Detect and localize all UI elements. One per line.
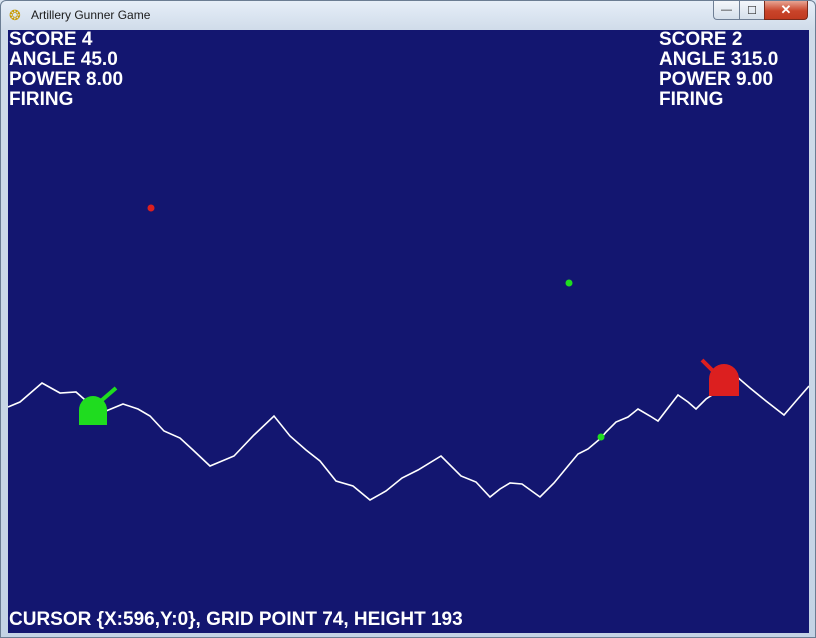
left-tank-body — [79, 396, 107, 425]
left-score: SCORE 4 — [9, 30, 93, 50]
right-player-hud: SCORE 2 ANGLE 315.0 POWER 9.00 FIRING — [659, 30, 778, 110]
left-power: POWER 8.00 — [9, 69, 124, 90]
maximize-button[interactable]: ☐ — [739, 1, 764, 20]
red-projectile — [147, 204, 155, 212]
right-state: FIRING — [659, 89, 724, 110]
right-score: SCORE 2 — [659, 30, 743, 50]
cursor-status: CURSOR {X:596,Y:0}, GRID POINT 74, HEIGH… — [9, 609, 463, 630]
green-projectile-impact — [597, 433, 605, 441]
left-tank-barrel — [100, 386, 118, 402]
battlefield[interactable] — [8, 30, 809, 633]
title-bar[interactable]: ❂ Artillery Gunner Game — ☐ ✕ — [1, 1, 815, 30]
close-button[interactable]: ✕ — [764, 1, 808, 20]
game-canvas[interactable]: SCORE 4 ANGLE 45.0 POWER 8.00 FIRING SCO… — [8, 30, 809, 633]
python-icon: ❂ — [9, 7, 21, 23]
left-player-hud: SCORE 4 ANGLE 45.0 POWER 8.00 FIRING — [9, 30, 123, 110]
window-title: Artillery Gunner Game — [31, 8, 151, 22]
window-controls: — ☐ ✕ — [713, 1, 808, 21]
left-tank — [79, 386, 118, 425]
terrain-line — [8, 374, 809, 501]
right-power: POWER 9.00 — [659, 69, 774, 90]
green-projectile — [565, 279, 573, 287]
left-angle: ANGLE 45.0 — [9, 49, 118, 70]
minimize-button[interactable]: — — [713, 1, 739, 20]
right-angle: ANGLE 315.0 — [659, 49, 779, 70]
right-tank — [700, 358, 739, 396]
right-tank-body — [709, 364, 739, 396]
left-state: FIRING — [9, 89, 74, 110]
